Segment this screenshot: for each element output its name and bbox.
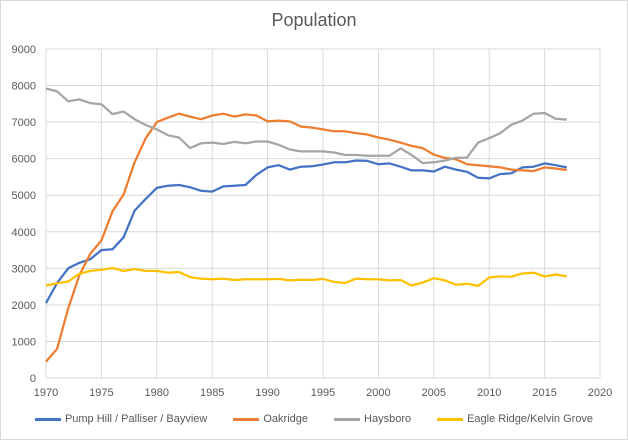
- series-line-2: [45, 87, 567, 165]
- legend-swatch: [334, 417, 361, 421]
- x-tick-label: 2015: [532, 387, 556, 399]
- x-tick-label: 1990: [255, 387, 279, 399]
- series-line-1: [45, 112, 567, 363]
- x-tick-label: 1980: [145, 387, 169, 399]
- legend-swatch: [34, 417, 61, 421]
- x-tick-label: 1975: [89, 387, 113, 399]
- legend-label: Oakridge: [263, 413, 309, 425]
- y-tick-label: 4000: [12, 227, 36, 239]
- x-tick-label: 1995: [311, 387, 335, 399]
- gridlines: [45, 48, 601, 379]
- chart-title: Population: [271, 10, 357, 30]
- legend-swatch: [233, 417, 260, 421]
- legend-label: Pump Hill / Palliser / Bayview: [64, 413, 208, 425]
- y-tick-label: 5000: [12, 190, 36, 202]
- y-axis-ticks: 0 1000 2000 3000 4000 5000 6000 7000 8000 9000: [12, 44, 36, 385]
- legend-swatch: [437, 417, 464, 421]
- x-tick-label: 2020: [588, 387, 612, 399]
- legend: Pump Hill / Palliser / Bayview Oakridge Ha…: [0, 413, 628, 425]
- x-axis-ticks: 1970 1975 1980 1985 1990 1995 2000 2005 2010 2015…: [34, 387, 612, 399]
- legend-item: Oakridge: [233, 413, 308, 425]
- x-tick-label: 2010: [477, 387, 501, 399]
- y-tick-label: 7000: [12, 117, 36, 129]
- y-tick-label: 0: [30, 373, 36, 385]
- y-tick-label: 2000: [12, 300, 36, 312]
- y-tick-label: 3000: [12, 263, 36, 275]
- x-tick-label: 2000: [366, 387, 390, 399]
- legend-item: Pump Hill / Palliser / Bayview: [34, 413, 208, 425]
- x-tick-label: 2005: [422, 387, 446, 399]
- x-tick-label: 1985: [200, 387, 224, 399]
- y-tick-label: 9000: [12, 44, 36, 56]
- legend-label: Eagle Ridge/Kelvin Grove: [467, 413, 594, 425]
- x-tick-label: 1970: [34, 387, 58, 399]
- series-line-0: [45, 159, 568, 304]
- series-lines: [45, 87, 568, 363]
- y-tick-label: 6000: [12, 154, 36, 166]
- legend-label: Haysboro: [364, 413, 412, 425]
- legend-item: Haysboro: [334, 413, 411, 425]
- y-tick-label: 1000: [12, 336, 36, 348]
- legend-item: Eagle Ridge/Kelvin Grove: [437, 413, 593, 425]
- y-tick-label: 8000: [12, 81, 36, 93]
- series-line-3: [45, 266, 567, 288]
